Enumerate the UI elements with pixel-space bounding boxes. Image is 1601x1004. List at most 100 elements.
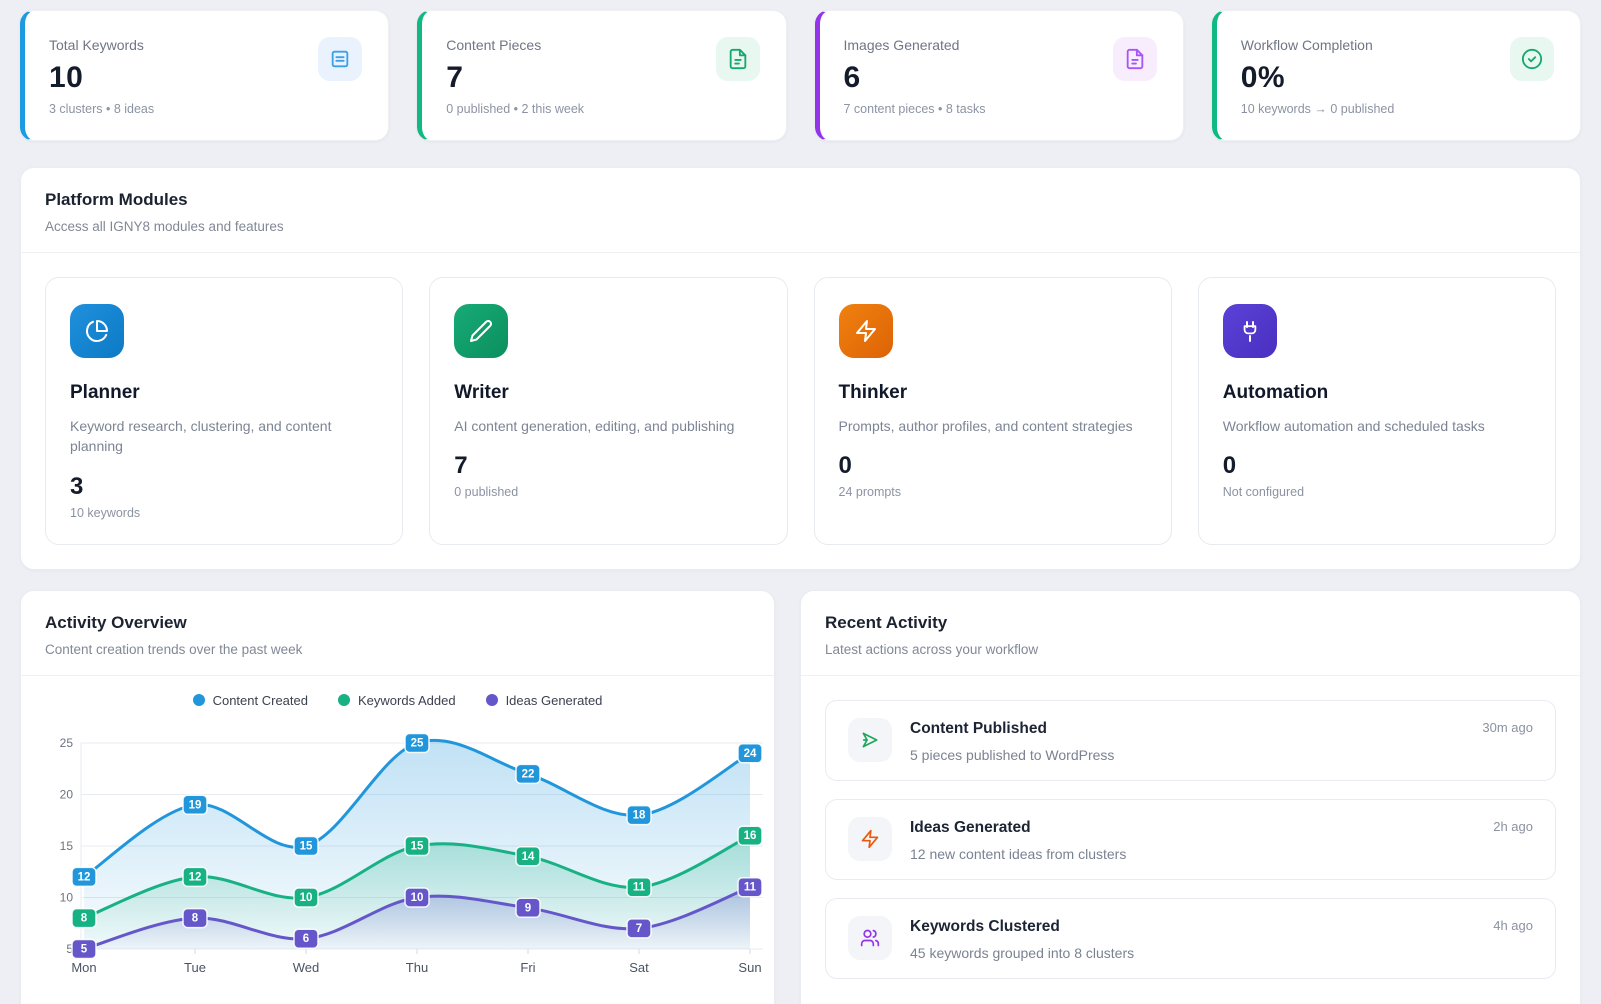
module-description: Workflow automation and scheduled tasks [1222, 418, 1485, 434]
svg-text:15: 15 [411, 840, 424, 852]
recent-activity-panel: Recent Activity Latest actions across yo… [800, 589, 1581, 1004]
svg-text:10: 10 [60, 890, 74, 904]
activity-subtitle: Content creation trends over the past we… [45, 641, 303, 657]
module-card-thinker[interactable]: Thinker Prompts, author profiles, and co… [813, 277, 1172, 545]
chart-area: 5 10 15 20 25 Mon Tue Wed Thu Fri Sat Sun 12 19 15 25 22… [21, 708, 774, 986]
svg-text:Sun: Sun [738, 960, 761, 975]
svg-text:15: 15 [300, 840, 313, 852]
recent-items: Content Published 5 pieces published to … [801, 676, 1580, 1004]
stat-label: Images Generated [843, 37, 960, 53]
modules-grid: Planner Keyword research, clustering, an… [21, 253, 1580, 569]
stats-row: Total Keywords 10 3 clusters • 8 ideas C… [20, 10, 1581, 141]
modules-subtitle: Access all IGNY8 modules and features [45, 219, 284, 234]
legend-dot [192, 694, 205, 707]
module-card-writer[interactable]: Writer AI content generation, editing, a… [429, 277, 788, 545]
send-icon [848, 717, 892, 762]
legend-label: Keywords Added [357, 692, 456, 708]
svg-text:10: 10 [411, 892, 424, 904]
svg-text:Tue: Tue [184, 960, 206, 975]
stat-sub: 0 published • 2 this week [446, 102, 585, 116]
module-card-planner[interactable]: Planner Keyword research, clustering, an… [45, 277, 404, 545]
module-name: Writer [454, 382, 509, 403]
svg-text:8: 8 [81, 912, 88, 924]
activity-item-title: Keywords Clustered [910, 917, 1060, 935]
svg-text:11: 11 [744, 881, 757, 893]
check-circle-icon [1510, 37, 1554, 81]
activity-item-keywords-clustered: Keywords Clustered 45 keywords grouped i… [825, 897, 1556, 979]
module-card-automation[interactable]: Automation Workflow automation and sched… [1197, 277, 1556, 545]
svg-text:11: 11 [633, 881, 646, 893]
recent-header: Recent Activity Latest actions across yo… [801, 591, 1580, 676]
stat-label: Total Keywords [49, 37, 144, 53]
svg-text:24: 24 [744, 747, 757, 759]
legend-item-content-created[interactable]: Content Created [192, 692, 308, 708]
platform-modules-panel: Platform Modules Access all IGNY8 module… [20, 167, 1581, 570]
activity-text: Content Published 5 pieces published to … [910, 718, 1114, 763]
activity-item-title: Content Published [910, 719, 1047, 737]
pie-chart-icon [70, 304, 124, 358]
svg-text:8: 8 [192, 912, 199, 924]
module-value: 0 [838, 452, 852, 480]
svg-text:10: 10 [300, 892, 313, 904]
svg-text:25: 25 [60, 736, 74, 750]
module-value: 0 [1222, 452, 1237, 480]
file-text-icon [715, 37, 760, 81]
stat-value: 0% [1240, 61, 1286, 94]
svg-text:Mon: Mon [71, 960, 96, 975]
svg-text:25: 25 [411, 737, 424, 749]
svg-text:20: 20 [60, 787, 74, 801]
legend-item-keywords-added[interactable]: Keywords Added [337, 692, 456, 708]
svg-text:5: 5 [81, 943, 88, 955]
modules-header: Platform Modules Access all IGNY8 module… [21, 168, 1580, 253]
activity-text: Keywords Clustered 45 keywords grouped i… [910, 916, 1134, 961]
activity-overview-panel: Activity Overview Content creation trend… [20, 589, 775, 1004]
module-stat: 0 published [454, 485, 519, 500]
svg-text:Fri: Fri [520, 960, 535, 975]
stat-sub: 7 content pieces • 8 tasks [843, 102, 986, 116]
chart-legend: Content Created Keywords Added Ideas Gen… [21, 693, 774, 708]
bottom-row: Activity Overview Content creation trend… [20, 589, 1581, 1004]
stat-label: Workflow Completion [1240, 37, 1373, 53]
activity-item-description: 5 pieces published to WordPress [910, 746, 1115, 763]
plug-icon [1222, 304, 1277, 358]
legend-label: Content Created [212, 692, 308, 708]
stat-sub: 3 clusters • 8 ideas [49, 102, 155, 116]
lightning-icon [838, 304, 893, 358]
list-square-icon [318, 37, 363, 81]
stat-value: 6 [843, 61, 861, 94]
stat-card-total-keywords: Total Keywords 10 3 clusters • 8 ideas [20, 10, 390, 141]
svg-text:Sat: Sat [629, 960, 649, 975]
module-value: 7 [454, 452, 468, 480]
stat-value: 7 [446, 61, 464, 94]
activity-item-content-published: Content Published 5 pieces published to … [825, 699, 1556, 781]
svg-text:19: 19 [189, 799, 202, 811]
svg-text:12: 12 [189, 871, 202, 883]
activity-item-description: 12 new content ideas from clusters [910, 845, 1127, 862]
svg-text:22: 22 [522, 768, 535, 780]
svg-text:15: 15 [60, 839, 74, 853]
module-stat: 24 prompts [838, 485, 902, 500]
modules-title: Platform Modules [45, 190, 188, 209]
module-value: 3 [70, 472, 84, 500]
svg-text:Thu: Thu [406, 960, 428, 975]
module-description: Prompts, author profiles, and content st… [838, 418, 1133, 434]
stat-value: 10 [49, 61, 84, 94]
module-stat: 10 keywords [70, 505, 141, 520]
svg-text:Wed: Wed [293, 960, 320, 975]
svg-text:18: 18 [633, 809, 646, 821]
activity-header: Activity Overview Content creation trend… [21, 591, 774, 676]
activity-title: Activity Overview [45, 612, 187, 632]
stat-sub: 10 keywords → 0 published [1240, 102, 1395, 116]
svg-text:6: 6 [303, 933, 309, 945]
svg-text:12: 12 [78, 871, 91, 883]
pencil-icon [454, 304, 509, 358]
activity-item-description: 45 keywords grouped into 8 clusters [910, 944, 1135, 961]
activity-item-time: 4h ago [1493, 917, 1533, 933]
module-description: AI content generation, editing, and publ… [454, 418, 735, 434]
lightning-icon [848, 816, 892, 861]
stat-card-images-generated: Images Generated 6 7 content pieces • 8 … [814, 10, 1184, 141]
stat-label: Content Pieces [446, 37, 542, 53]
recent-subtitle: Latest actions across your workflow [825, 641, 1039, 657]
legend-item-ideas-generated[interactable]: Ideas Generated [485, 693, 602, 708]
